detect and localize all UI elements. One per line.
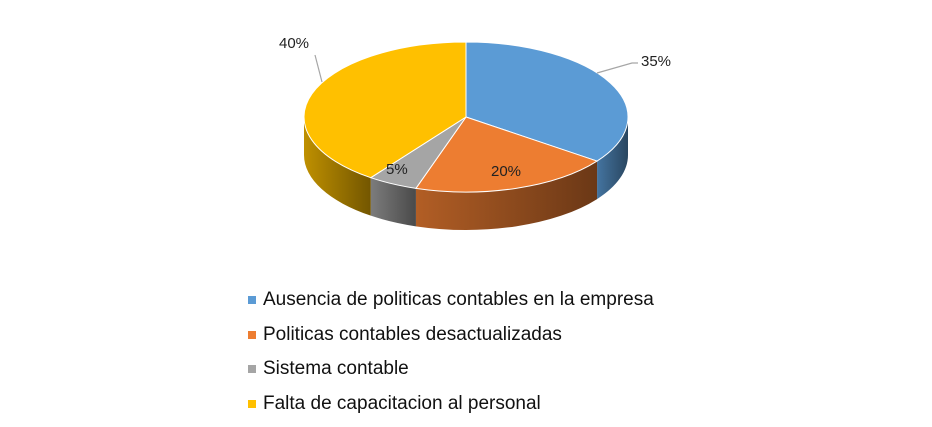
data-labels: 35% 20% 5% 40% [279, 35, 671, 180]
legend: Ausencia de politicas contables en la em… [248, 283, 654, 421]
pie-slice-1 [415, 116, 599, 193]
pie-side-2 [370, 177, 416, 227]
legend-label: Sistema contable [263, 358, 409, 380]
leader-line-35 [596, 62, 638, 74]
legend-marker [248, 330, 256, 339]
legend-label: Falta de capacitacion al personal [263, 392, 541, 414]
legend-marker [248, 365, 256, 374]
pie-slice-3 [303, 41, 467, 179]
legend-item: Ausencia de politicas contables en la em… [248, 283, 654, 318]
pie-side-1 [415, 161, 598, 230]
pie-side-3 [304, 117, 371, 216]
data-label-2: 5% [386, 161, 408, 178]
pie-sides [304, 117, 628, 230]
legend-marker [248, 296, 256, 305]
data-label-0: 35% [641, 53, 671, 70]
legend-item: Sistema contable [248, 352, 654, 387]
leader-line-40 [314, 54, 323, 83]
pie-slices [303, 41, 629, 193]
pie-side-0 [597, 117, 628, 200]
data-label-1: 20% [491, 163, 521, 180]
legend-label: Ausencia de politicas contables en la em… [263, 289, 654, 311]
legend-item: Politicas contables desactualizadas [248, 318, 654, 353]
legend-label: Politicas contables desactualizadas [263, 323, 562, 345]
legend-item: Falta de capacitacion al personal [248, 387, 654, 422]
legend-marker [248, 399, 256, 408]
pie-slice-0 [465, 41, 629, 162]
data-label-3: 40% [279, 35, 309, 52]
